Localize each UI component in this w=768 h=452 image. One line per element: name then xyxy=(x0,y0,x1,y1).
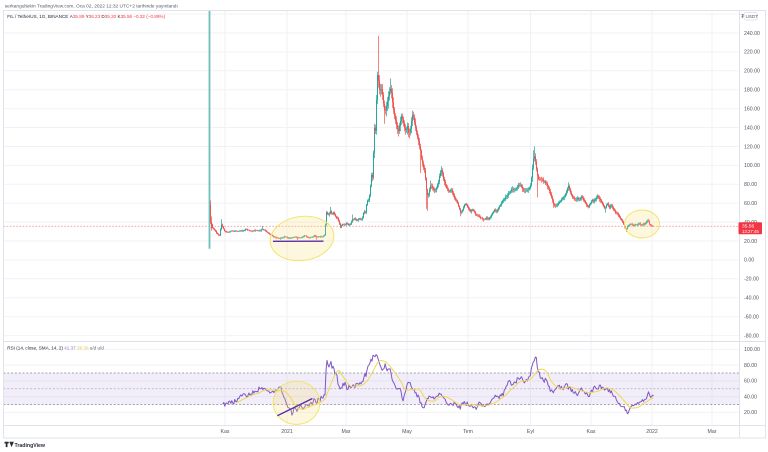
svg-text:80.00: 80.00 xyxy=(744,182,757,188)
svg-text:RSI (14, close, SMA, 14, 2) 41: RSI (14, close, SMA, 14, 2) 41.37 38.38 … xyxy=(7,345,104,350)
svg-text:40.00: 40.00 xyxy=(744,394,757,400)
svg-text:-60.00: -60.00 xyxy=(744,314,759,320)
svg-text:20.00: 20.00 xyxy=(744,239,757,245)
svg-text:A35.89 Y36.23 D35.20 K35.56 −0: A35.89 Y36.23 D35.20 K35.56 −0.32 (−0.89… xyxy=(70,14,166,19)
svg-text:20.00: 20.00 xyxy=(744,410,757,416)
svg-text:2022: 2022 xyxy=(646,429,658,435)
svg-text:140.00: 140.00 xyxy=(744,125,760,131)
svg-text:35.56: 35.56 xyxy=(742,224,755,230)
svg-text:2021: 2021 xyxy=(281,429,293,435)
svg-text:-40.00: -40.00 xyxy=(744,296,759,302)
svg-text:Mar: Mar xyxy=(342,429,351,435)
svg-text:200.00: 200.00 xyxy=(744,69,760,75)
svg-text:TradingView: TradingView xyxy=(15,443,46,449)
svg-text:240.00: 240.00 xyxy=(744,31,760,37)
svg-text:60.00: 60.00 xyxy=(744,379,757,385)
svg-text:USDT: USDT xyxy=(746,14,759,19)
svg-text:180.00: 180.00 xyxy=(744,88,760,94)
svg-text:80.00: 80.00 xyxy=(744,363,757,369)
svg-text:13:27:45: 13:27:45 xyxy=(742,229,759,234)
svg-text:100.00: 100.00 xyxy=(744,347,760,353)
svg-text:-20.00: -20.00 xyxy=(744,277,759,283)
svg-text:100.00: 100.00 xyxy=(744,163,760,169)
svg-text:0.00: 0.00 xyxy=(744,258,754,264)
svg-text:120.00: 120.00 xyxy=(744,144,760,150)
svg-text:May: May xyxy=(402,429,412,435)
svg-text:FIL / TetherUS, 1G, BINANCE: FIL / TetherUS, 1G, BINANCE xyxy=(7,14,68,19)
svg-text:220.00: 220.00 xyxy=(744,50,760,56)
svg-text:₮: ₮ xyxy=(741,14,745,20)
svg-text:160.00: 160.00 xyxy=(744,106,760,112)
svg-text:Eyl: Eyl xyxy=(527,429,534,435)
svg-text:60.00: 60.00 xyxy=(744,201,757,207)
svg-text:-80.00: -80.00 xyxy=(744,333,759,339)
svg-text:Kas: Kas xyxy=(221,429,230,435)
svg-text:Mar: Mar xyxy=(708,429,717,435)
svg-text:Kas: Kas xyxy=(587,429,596,435)
svg-text:serkangultekin TradingView.com: serkangultekin TradingView.com, Oca 02, … xyxy=(5,4,178,10)
svg-text:Tem: Tem xyxy=(463,429,473,435)
